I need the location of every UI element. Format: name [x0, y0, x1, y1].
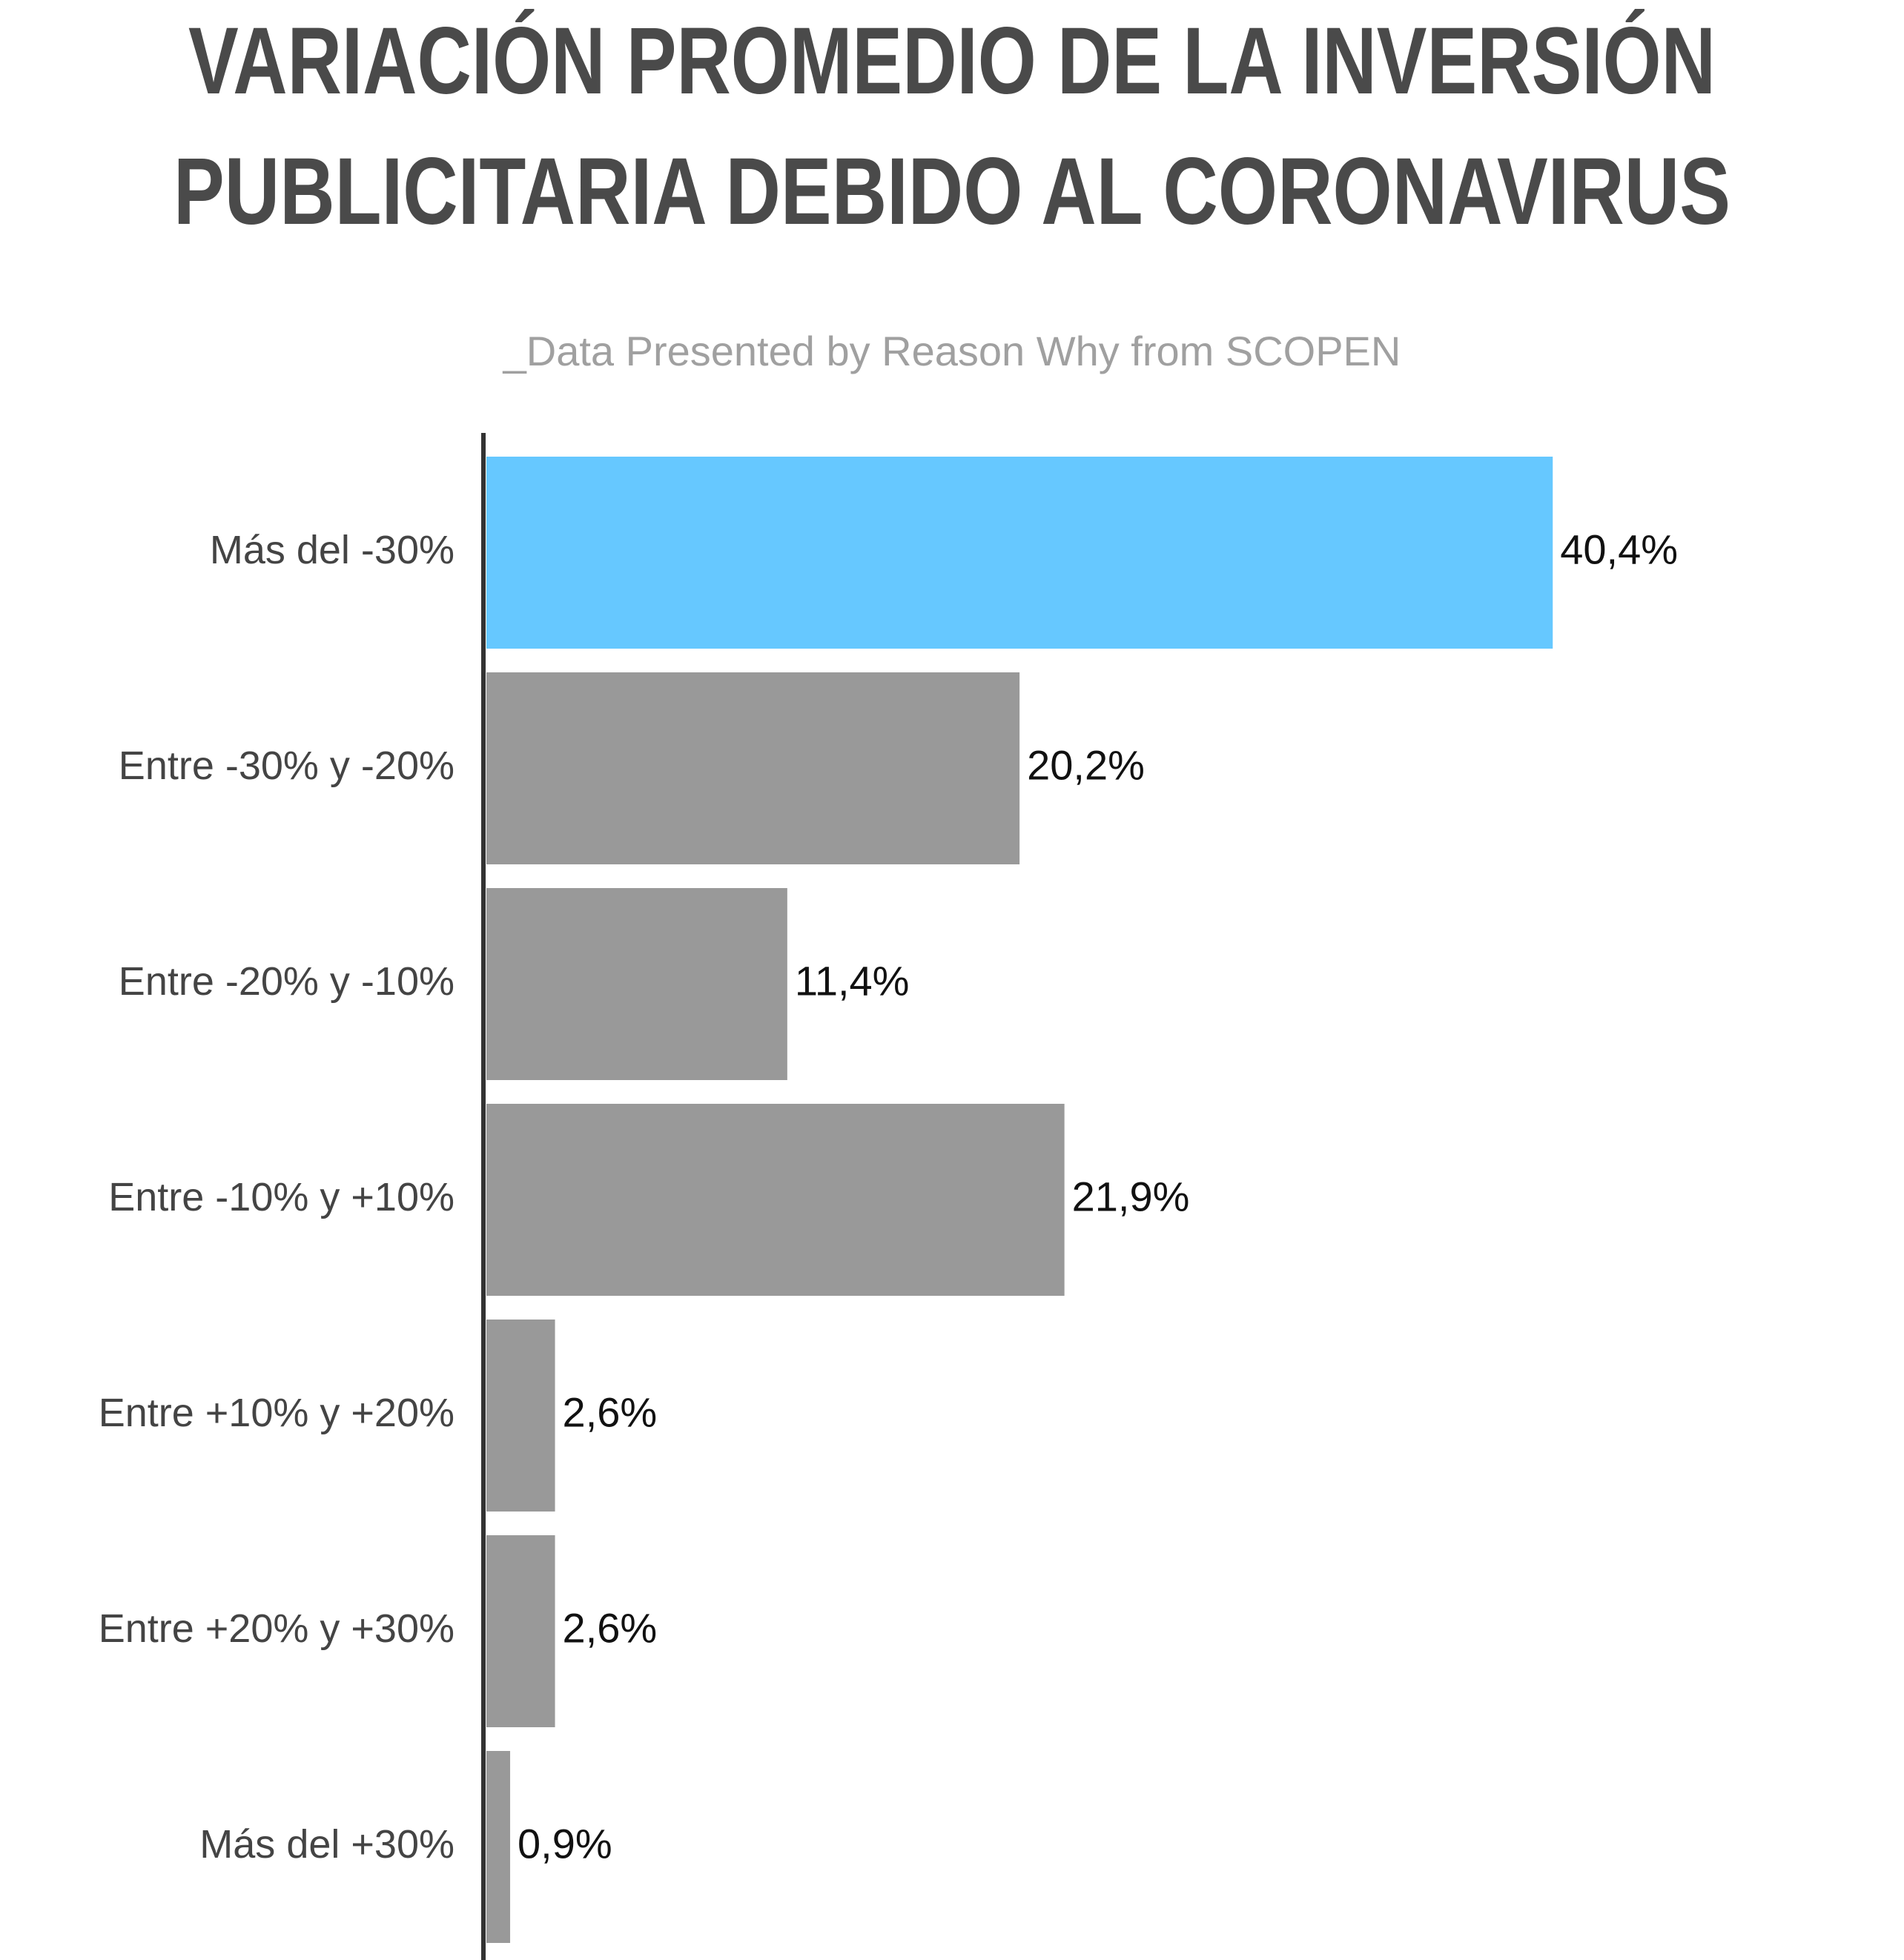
bar	[486, 457, 1553, 649]
bar	[486, 1104, 1065, 1296]
category-label: Entre -10% y +10%	[108, 1175, 454, 1219]
category-label: Entre +10% y +20%	[99, 1391, 454, 1435]
value-label: 0,9%	[518, 1820, 612, 1867]
category-label: Más del +30%	[199, 1822, 454, 1867]
value-label: 2,6%	[563, 1388, 658, 1435]
value-label: 40,4%	[1560, 526, 1678, 572]
category-label: Entre +20% y +30%	[99, 1606, 454, 1651]
value-label: 21,9%	[1072, 1173, 1190, 1219]
bar	[486, 1535, 555, 1727]
value-label: 20,2%	[1027, 741, 1145, 788]
value-label: 11,4%	[795, 957, 910, 1004]
bar	[486, 1320, 555, 1512]
bar	[486, 1751, 511, 1943]
chart-subtitle: _Data Presented by Reason Why from SCOPE…	[503, 328, 1401, 374]
value-label: 2,6%	[563, 1604, 658, 1651]
bar	[486, 672, 1020, 864]
category-label: Más del -30%	[210, 528, 454, 572]
chart-title: VARIACIÓN PROMEDIO DE LA INVERSIÓN	[188, 8, 1716, 114]
category-label: Entre -20% y -10%	[119, 959, 454, 1004]
bar	[486, 888, 787, 1080]
category-label: Entre -30% y -20%	[119, 744, 454, 788]
chart-title: PUBLICITARIA DEBIDO AL CORONAVIRUS	[173, 139, 1731, 245]
